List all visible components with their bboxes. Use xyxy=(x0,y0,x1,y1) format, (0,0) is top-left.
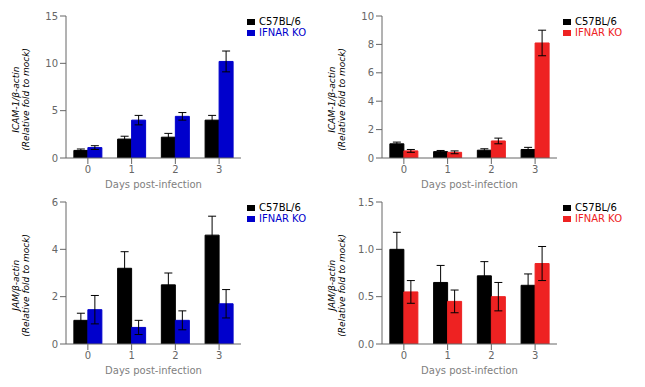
svg-text:0: 0 xyxy=(368,153,374,164)
svg-text:5: 5 xyxy=(52,105,58,116)
svg-text:0: 0 xyxy=(401,350,407,361)
svg-text:10: 10 xyxy=(45,58,58,69)
svg-text:15: 15 xyxy=(45,11,58,22)
svg-text:3: 3 xyxy=(216,164,222,175)
html-text:C57BL/6: C57BL/6 xyxy=(575,16,617,27)
svg-text:2: 2 xyxy=(488,164,494,175)
html-text:C57BL/6: C57BL/6 xyxy=(259,16,301,27)
svg-text:6: 6 xyxy=(52,197,58,208)
html-text:C57BL/6: C57BL/6 xyxy=(259,202,301,213)
svg-text:1: 1 xyxy=(444,164,450,175)
html-text:JAM/β-actin (Relative fold to: JAM/β-actin (Relative fold to mock) xyxy=(10,233,31,337)
svg-text:0: 0 xyxy=(52,339,58,350)
svg-text:10: 10 xyxy=(361,11,374,22)
svg-text:Days post-infection: Days post-infection xyxy=(105,365,202,376)
html-text:IFNAR KO: IFNAR KO xyxy=(259,213,306,224)
svg-text:0: 0 xyxy=(401,164,407,175)
svg-text:2: 2 xyxy=(172,164,178,175)
svg-text:4: 4 xyxy=(52,244,58,255)
svg-text:0: 0 xyxy=(85,350,91,361)
html-text:ICAM-1/β-actin (Relative fold: ICAM-1/β-actin (Relative fold to mock) xyxy=(326,47,347,151)
svg-text:1: 1 xyxy=(444,350,450,361)
svg-text:2: 2 xyxy=(52,291,58,302)
svg-text:6: 6 xyxy=(368,67,374,78)
svg-text:3: 3 xyxy=(532,350,538,361)
svg-text:3: 3 xyxy=(216,350,222,361)
svg-text:0.0: 0.0 xyxy=(358,339,374,350)
svg-text:8: 8 xyxy=(368,39,374,50)
svg-text:0: 0 xyxy=(52,153,58,164)
svg-text:2: 2 xyxy=(488,350,494,361)
svg-text:1: 1 xyxy=(128,164,134,175)
html-text:IFNAR KO: IFNAR KO xyxy=(259,27,306,38)
html-text:JAM/β-actin (Relative fold to: JAM/β-actin (Relative fold to mock) xyxy=(326,233,347,337)
svg-text:Days post-infection: Days post-infection xyxy=(105,179,202,190)
html-text:IFNAR KO: IFNAR KO xyxy=(575,27,622,38)
svg-text:0.5: 0.5 xyxy=(358,291,374,302)
html-text:ICAM-1/β-actin (Relative fold: ICAM-1/β-actin (Relative fold to mock) xyxy=(10,47,31,151)
html-text:IFNAR KO: IFNAR KO xyxy=(575,213,622,224)
svg-text:2: 2 xyxy=(172,350,178,361)
svg-text:Days post-infection: Days post-infection xyxy=(421,179,518,190)
svg-text:3: 3 xyxy=(532,164,538,175)
svg-text:1: 1 xyxy=(128,350,134,361)
svg-text:Days post-infection: Days post-infection xyxy=(421,365,518,376)
html-text:C57BL/6: C57BL/6 xyxy=(575,202,617,213)
svg-text:4: 4 xyxy=(368,96,374,107)
svg-text:0: 0 xyxy=(85,164,91,175)
svg-text:1.0: 1.0 xyxy=(358,244,374,255)
svg-text:2: 2 xyxy=(368,124,374,135)
svg-text:1.5: 1.5 xyxy=(358,197,374,208)
